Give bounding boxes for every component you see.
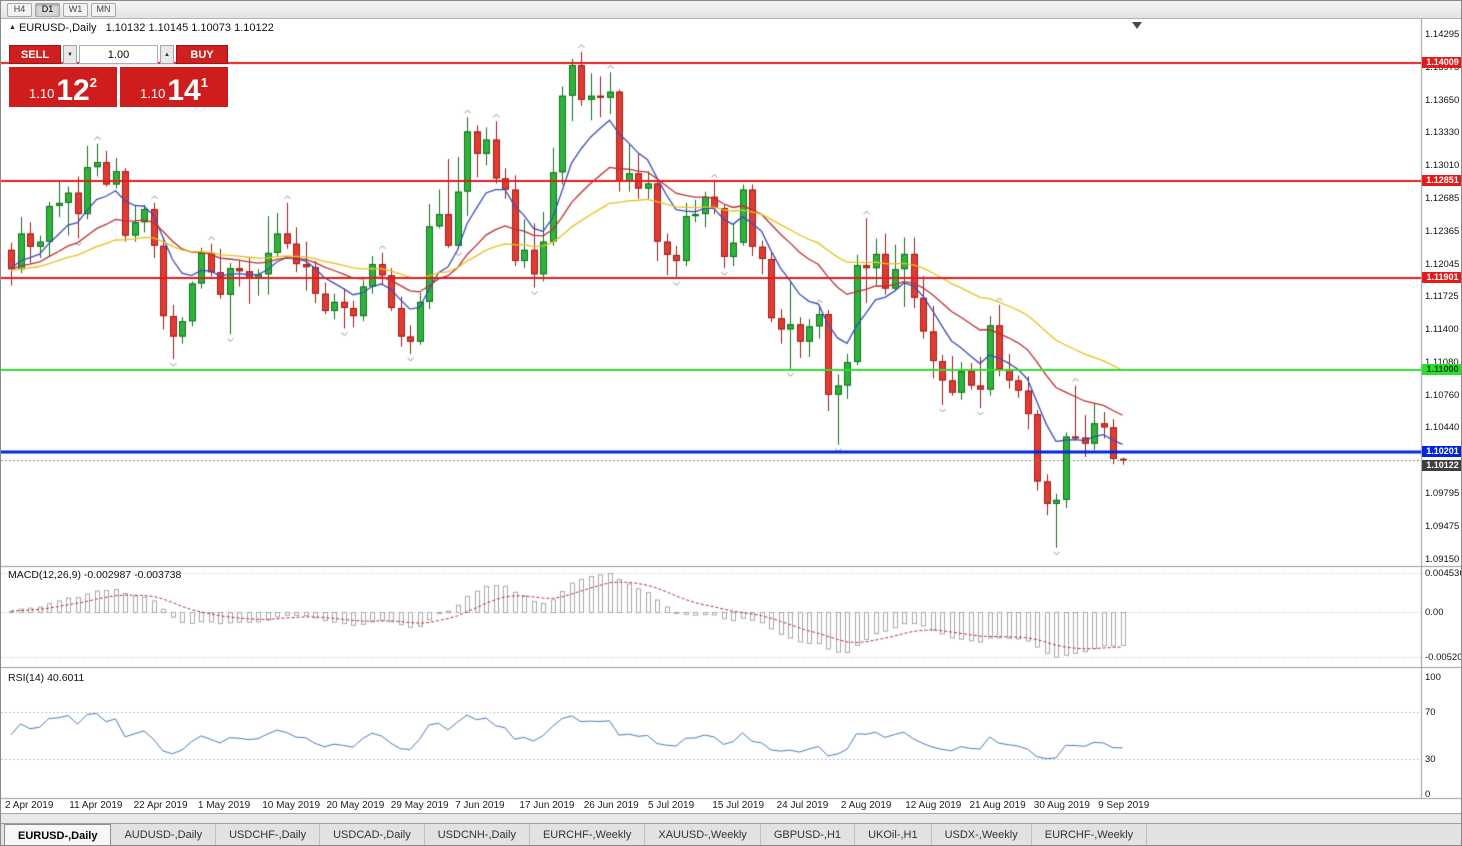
rsi-axis-tick: 70: [1425, 707, 1436, 719]
ohlc-values: 1.10132 1.10145 1.10073 1.10122: [105, 22, 274, 34]
date-axis-label: 12 Aug 2019: [905, 800, 962, 811]
bid-pips: 12: [56, 74, 90, 107]
date-axis-label: 5 Jul 2019: [648, 800, 695, 811]
chart-tab-bar: EURUSD-,Daily AUDUSD-,Daily USDCHF-,Daily U…: [1, 823, 1461, 845]
bid-big-figure: 1.10: [29, 86, 55, 101]
chart-tab-usdchf[interactable]: USDCHF-,Daily: [216, 824, 321, 845]
timeframe-toolbar: H4 D1 W1 MN: [1, 1, 1461, 19]
one-click-collapse-icon[interactable]: ▲: [9, 24, 16, 31]
date-axis-label: 9 Sep 2019: [1098, 800, 1150, 811]
bid-point: 2: [89, 75, 97, 90]
chart-tab-ukoil[interactable]: UKOil-,H1: [855, 824, 932, 845]
price-level-label: 1.11901: [1422, 272, 1461, 284]
date-axis-label: 20 May 2019: [326, 800, 385, 811]
price-level-label: 1.14009: [1422, 57, 1461, 69]
buy-price-box[interactable]: 1.10 14 1: [120, 67, 228, 107]
macd-axis-tick: -0.005205: [1425, 652, 1462, 663]
order-entry-row: SELL ▼ ▲ BUY: [9, 45, 228, 64]
date-axis-label: 24 Jul 2019: [776, 800, 829, 811]
sell-price-box[interactable]: 1.10 12 2: [9, 67, 117, 107]
price-axis-tick: 1.14295: [1425, 29, 1460, 40]
rsi-axis-tick: 0: [1425, 789, 1431, 800]
chart-tab-gbpusd[interactable]: GBPUSD-,H1: [761, 824, 856, 845]
price-axis-tick: 1.09795: [1425, 488, 1460, 500]
timeframe-button-h4[interactable]: H4: [7, 2, 32, 17]
bid-ask-row: 1.10 12 2 1.10 14 1: [9, 67, 228, 107]
sell-button[interactable]: SELL: [9, 45, 61, 64]
date-axis-label: 17 Jun 2019: [519, 800, 575, 811]
ask-point: 1: [200, 75, 208, 90]
macd-axis-tick: 0.004536: [1425, 568, 1462, 579]
lot-decrease-button[interactable]: ▼: [63, 45, 77, 64]
current-price-label: 1.10122: [1422, 459, 1461, 471]
price-level-label: 1.10201: [1422, 445, 1461, 457]
chart-tab-xauusd[interactable]: XAUUSD-,Weekly: [645, 824, 761, 845]
date-axis-label: 7 Jun 2019: [455, 800, 505, 811]
chart-tab-usdcnh[interactable]: USDCNH-,Daily: [425, 824, 530, 845]
lot-increase-button[interactable]: ▲: [160, 45, 174, 64]
timeframe-button-w1[interactable]: W1: [63, 2, 88, 17]
macd-indicator-label: MACD(12,26,9) -0.002987 -0.003738: [8, 569, 182, 581]
date-axis-label: 21 Aug 2019: [969, 800, 1026, 811]
price-axis-tick: 1.09475: [1425, 520, 1460, 532]
date-axis-label: 10 May 2019: [262, 800, 321, 811]
price-axis-tick: 1.13010: [1425, 160, 1460, 172]
price-axis-tick: 1.12045: [1425, 258, 1460, 270]
lot-size-input[interactable]: [79, 45, 158, 64]
price-axis-tick: 1.10440: [1425, 422, 1460, 434]
chart-tab-eurusd[interactable]: EURUSD-,Daily: [4, 824, 112, 845]
date-axis-label: 2 Aug 2019: [840, 800, 892, 811]
rsi-axis-tick: 100: [1425, 672, 1441, 683]
chart-tab-usdcad[interactable]: USDCAD-,Daily: [320, 824, 425, 845]
date-axis-label: 2 Apr 2019: [5, 800, 54, 811]
price-axis-tick: 1.11080: [1425, 357, 1459, 369]
macd-axis-tick: 0.00: [1425, 607, 1444, 618]
chart-symbol-header: ▲ EURUSD-,Daily 1.10132 1.10145 1.10073 1…: [9, 22, 274, 34]
chevron-down-icon: ▼: [67, 51, 73, 58]
date-axis-label: 29 May 2019: [390, 800, 449, 811]
horizontal-scrollbar[interactable]: [1, 813, 1461, 823]
date-axis-label: 11 Apr 2019: [69, 800, 123, 811]
date-axis-label: 26 Jun 2019: [583, 800, 639, 811]
price-level-label: 1.12851: [1422, 175, 1461, 187]
price-axis-tick: 1.13650: [1425, 94, 1460, 106]
date-axis-label: 30 Aug 2019: [1033, 800, 1090, 811]
timeframe-button-mn[interactable]: MN: [91, 2, 116, 17]
price-axis-tick: 1.12685: [1425, 193, 1460, 205]
chart-tab-eurchf[interactable]: EURCHF-,Weekly: [1032, 824, 1148, 845]
chevron-up-icon: ▲: [164, 51, 170, 58]
date-axis-label: 1 May 2019: [197, 800, 251, 811]
price-axis-tick: 1.11400: [1425, 324, 1459, 336]
buy-button[interactable]: BUY: [176, 45, 228, 64]
ask-pips: 14: [167, 74, 201, 107]
price-axis-tick: 1.13330: [1425, 127, 1460, 139]
ask-big-figure: 1.10: [140, 86, 166, 101]
price-axis-tick: 1.11725: [1425, 291, 1459, 303]
chart-shift-marker-icon: [1132, 22, 1142, 29]
chart-tab-audusd[interactable]: AUDUSD-,Daily: [111, 824, 217, 845]
chart-tab-usdx[interactable]: USDX-,Weekly: [932, 824, 1032, 845]
date-axis-label: 15 Jul 2019: [712, 800, 765, 811]
one-click-trading-panel: SELL ▼ ▲ BUY 1.10 12 2 1.10 14 1: [9, 45, 228, 107]
price-axis-tick: 1.09150: [1425, 554, 1460, 565]
date-axis-label: 22 Apr 2019: [133, 800, 188, 811]
rsi-axis-tick: 30: [1425, 753, 1436, 765]
rsi-indicator-label: RSI(14) 40.6011: [8, 672, 85, 684]
price-level-label: 1.11000: [1422, 364, 1461, 376]
chart-tab-eurchf[interactable]: EURCHF-,Weekly: [530, 824, 646, 845]
symbol-name: EURUSD-,Daily: [18, 22, 97, 34]
price-axis-tick: 1.12365: [1425, 225, 1460, 237]
price-chart-canvas[interactable]: [1, 19, 1461, 813]
price-axis-tick: 1.10760: [1425, 389, 1460, 401]
timeframe-button-d1[interactable]: D1: [35, 2, 60, 17]
